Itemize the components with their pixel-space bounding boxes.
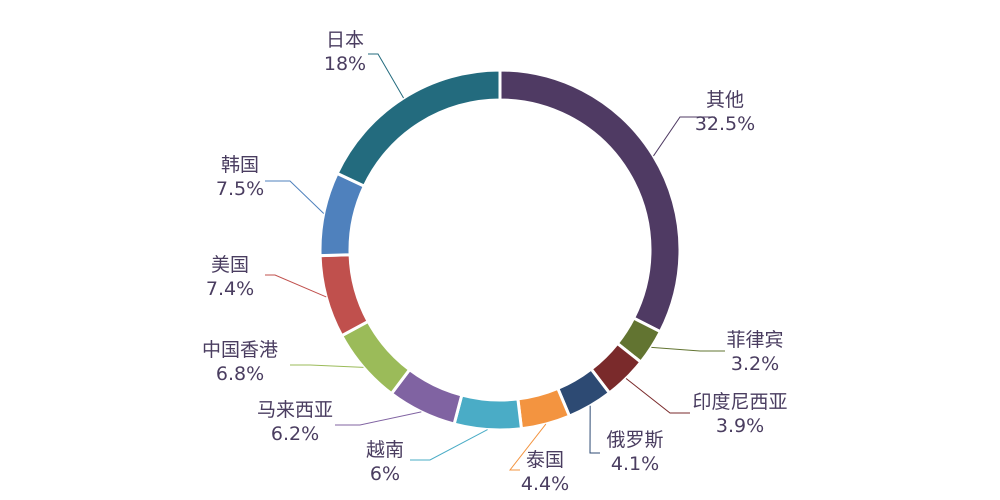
slice-value-label-4: 4.1%	[611, 453, 659, 475]
slice-value-label-11: 18%	[324, 53, 366, 75]
donut-slice-8	[339, 319, 412, 396]
slice-value-label-7: 6.2%	[271, 423, 319, 445]
donut-slice-5	[516, 386, 572, 431]
leader-line-2	[651, 346, 725, 352]
donut-slice-11	[335, 68, 502, 189]
slice-value-label-5: 4.4%	[521, 473, 569, 495]
leader-line-3	[625, 378, 690, 414]
chart-leader-lines	[265, 53, 725, 471]
slice-name-label-7: 马来西亚	[257, 399, 333, 421]
leader-line-5	[508, 423, 547, 471]
slice-value-label-9: 7.4%	[206, 278, 254, 300]
leader-line-7	[335, 411, 422, 426]
leader-line-6	[410, 429, 488, 461]
slice-name-label-10: 韩国	[221, 154, 259, 176]
slice-name-label-5: 泰国	[526, 449, 564, 471]
donut-slice-9	[318, 253, 371, 338]
slice-value-label-2: 3.2%	[731, 353, 779, 375]
slice-name-label-2: 菲律宾	[726, 329, 783, 351]
leader-line-11	[368, 53, 404, 99]
leader-line-1	[653, 116, 715, 157]
slice-value-label-1: 32.5%	[695, 113, 755, 135]
chart-slices	[318, 68, 682, 432]
slice-name-label-8: 中国香港	[202, 339, 278, 361]
slice-value-label-3: 3.9%	[716, 415, 764, 437]
slice-name-label-9: 美国	[211, 254, 249, 276]
slice-name-label-4: 俄罗斯	[606, 429, 663, 451]
donut-slice-6	[452, 393, 524, 432]
leader-line-9	[265, 274, 327, 298]
slice-value-label-6: 6%	[370, 463, 400, 485]
donut-slice-1	[498, 68, 682, 334]
slice-value-label-10: 7.5%	[216, 178, 264, 200]
leader-line-10	[265, 180, 325, 214]
slice-name-label-11: 日本	[326, 29, 364, 51]
leader-line-4	[589, 405, 600, 454]
slice-name-label-1: 其他	[706, 89, 744, 111]
leader-line-8	[290, 364, 364, 368]
slice-value-label-8: 6.8%	[216, 363, 264, 385]
slice-name-label-3: 印度尼西亚	[692, 391, 787, 413]
donut-slice-10	[318, 171, 367, 258]
slice-name-label-6: 越南	[366, 439, 404, 461]
